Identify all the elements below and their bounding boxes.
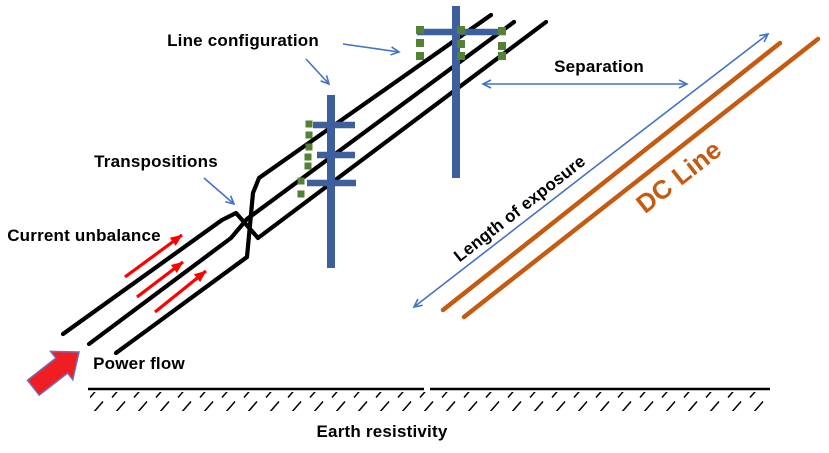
label-power-flow: Power flow [93,354,185,373]
current-arrow-3 [153,269,208,314]
line-configuration-arrow-right [342,43,401,56]
current-unbalance-arrows [124,233,208,314]
ac-conductor-1 [60,19,549,337]
dc-conductor-2 [461,36,821,320]
label-separation: Separation [554,57,644,76]
power-flow-block-arrow [26,350,80,397]
transpositions-arrow [203,177,236,206]
transmission-tower-1 [297,95,356,268]
ground-hatching [90,392,768,411]
earth-ground [88,387,770,411]
label-current-unbalance: Current unbalance [7,226,161,245]
label-transpositions: Transpositions [94,152,218,171]
dc-conductor-1 [440,40,783,313]
dc-transmission-line [440,36,821,320]
ac-conductor-2 [86,19,517,347]
label-line-configuration: Line configuration [167,31,319,50]
current-arrow-1 [124,233,183,279]
length-of-exposure-double-arrow [412,32,770,309]
transmission-tower-2 [416,6,506,178]
tower-2-conductor-markers [416,26,506,60]
annotation-arrows [203,32,770,309]
current-arrow-2 [136,260,184,299]
line-configuration-arrow-down [305,58,331,86]
tower-1-conductor-markers [297,120,313,198]
label-earth-resistivity: Earth resistivity [316,422,448,441]
